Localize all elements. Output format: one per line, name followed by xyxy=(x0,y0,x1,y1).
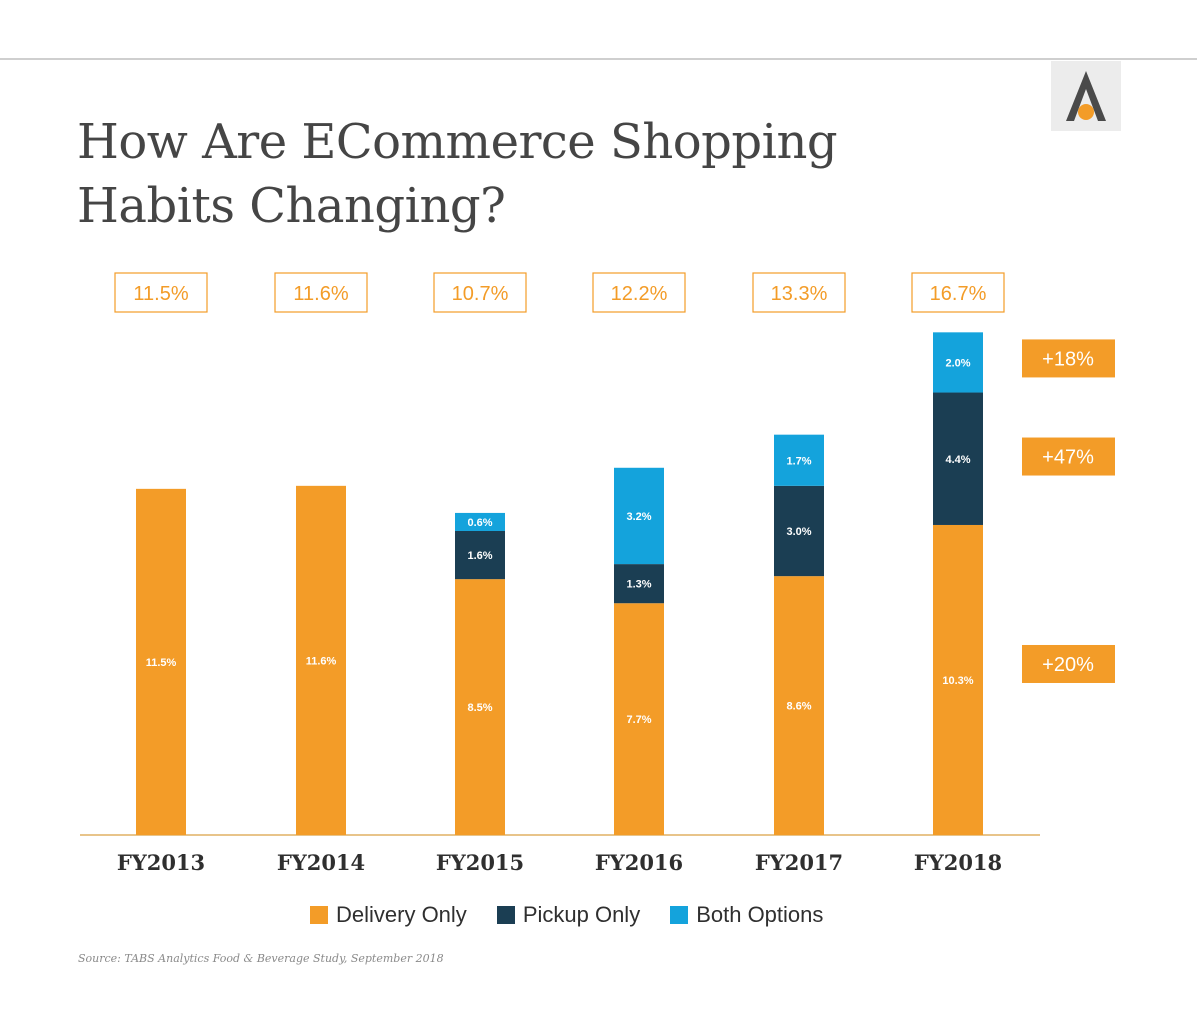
total-label-fy2017: 13.3% xyxy=(771,283,828,305)
legend-label-pickup: Pickup Only xyxy=(522,902,641,927)
page-title: How Are ECommerce Shopping Habits Changi… xyxy=(77,110,897,238)
total-box-fy2013 xyxy=(114,272,208,313)
bar-pickup-fy2017 xyxy=(774,485,824,577)
legend-label-both: Both Options xyxy=(696,902,824,927)
bar-label-pickup-fy2017: 3.0% xyxy=(786,526,811,538)
total-label-fy2014: 11.6% xyxy=(293,283,348,305)
growth-label-delivery: +20% xyxy=(1042,654,1094,676)
total-label-fy2013: 11.5% xyxy=(133,283,188,305)
source-note: Source: TABS Analytics Food & Beverage S… xyxy=(78,952,444,965)
bar-label-both-fy2017: 1.7% xyxy=(786,455,811,467)
bar-both-fy2016 xyxy=(614,467,664,565)
bar-both-fy2018 xyxy=(933,332,983,393)
total-box-fy2016 xyxy=(592,272,686,313)
letter-a-logo-icon xyxy=(1066,71,1106,121)
bar-label-both-fy2015: 0.6% xyxy=(467,517,492,529)
total-label-fy2018: 16.7% xyxy=(930,283,987,305)
legend-item-pickup: Pickup Only xyxy=(496,902,641,928)
bar-label-both-fy2018: 2.0% xyxy=(945,357,970,369)
bar-pickup-fy2015 xyxy=(455,530,505,580)
x-tick-label-fy2016: FY2016 xyxy=(595,850,683,875)
bar-delivery-fy2015 xyxy=(455,579,505,835)
bar-label-delivery-fy2015: 8.5% xyxy=(467,702,492,714)
total-box-fy2015 xyxy=(433,272,527,313)
growth-label-pickup: +47% xyxy=(1042,447,1094,469)
growth-box-pickup xyxy=(1022,437,1115,476)
total-box-fy2018 xyxy=(911,272,1005,313)
growth-label-both: +18% xyxy=(1042,348,1094,370)
bar-label-delivery-fy2016: 7.7% xyxy=(626,714,651,726)
total-box-fy2014 xyxy=(274,272,368,313)
title-line-1: How Are ECommerce Shopping xyxy=(77,114,838,170)
logo-dot xyxy=(1078,104,1094,120)
bar-both-fy2017 xyxy=(774,434,824,486)
bar-label-pickup-fy2018: 4.4% xyxy=(945,454,970,466)
bar-label-delivery-fy2018: 10.3% xyxy=(942,675,973,687)
bar-delivery-fy2018 xyxy=(933,524,983,835)
bar-delivery-fy2014 xyxy=(296,485,346,835)
x-tick-label-fy2018: FY2018 xyxy=(914,850,1002,875)
legend-item-delivery: Delivery Only xyxy=(310,902,467,928)
x-tick-label-fy2014: FY2014 xyxy=(277,850,365,875)
x-tick-label-fy2013: FY2013 xyxy=(117,850,205,875)
legend-swatch-both xyxy=(670,906,689,924)
bar-delivery-fy2016 xyxy=(614,603,664,835)
growth-box-both xyxy=(1022,339,1115,378)
stacked-bar-chart: 11.5% FY2013 11.5% 11.6% FY2014 11.6% 8.5% 1.6%… xyxy=(80,272,1115,875)
brand-logo xyxy=(1051,61,1121,131)
legend-swatch-delivery xyxy=(310,906,328,924)
bar-both-fy2015 xyxy=(455,512,505,531)
bar-label-delivery-fy2014: 11.6% xyxy=(306,655,337,667)
bar-delivery-fy2013 xyxy=(136,488,186,835)
bar-label-pickup-fy2015: 1.6% xyxy=(467,550,492,562)
total-box-fy2017 xyxy=(752,272,846,313)
legend-swatch-pickup xyxy=(496,906,515,924)
title-line-2: Habits Changing? xyxy=(77,178,506,234)
x-tick-label-fy2015: FY2015 xyxy=(436,850,524,875)
legend-item-both: Both Options xyxy=(670,902,823,928)
bar-pickup-fy2018 xyxy=(933,392,983,525)
top-divider xyxy=(0,58,1197,60)
bar-label-both-fy2016: 3.2% xyxy=(626,511,651,523)
bar-delivery-fy2017 xyxy=(774,576,824,835)
total-label-fy2016: 12.2% xyxy=(611,283,668,305)
x-tick-label-fy2017: FY2017 xyxy=(755,850,843,875)
chart-legend: Delivery Only Pickup Only Both Options xyxy=(310,898,823,932)
logo-triangle xyxy=(1066,71,1106,121)
growth-box-delivery xyxy=(1022,644,1115,683)
total-label-fy2015: 10.7% xyxy=(452,283,509,305)
legend-label-delivery: Delivery Only xyxy=(336,902,467,927)
bar-label-delivery-fy2017: 8.6% xyxy=(786,701,811,713)
bar-label-delivery-fy2013: 11.5% xyxy=(146,657,177,669)
bar-label-pickup-fy2016: 1.3% xyxy=(626,579,651,591)
bar-pickup-fy2016 xyxy=(614,564,664,604)
